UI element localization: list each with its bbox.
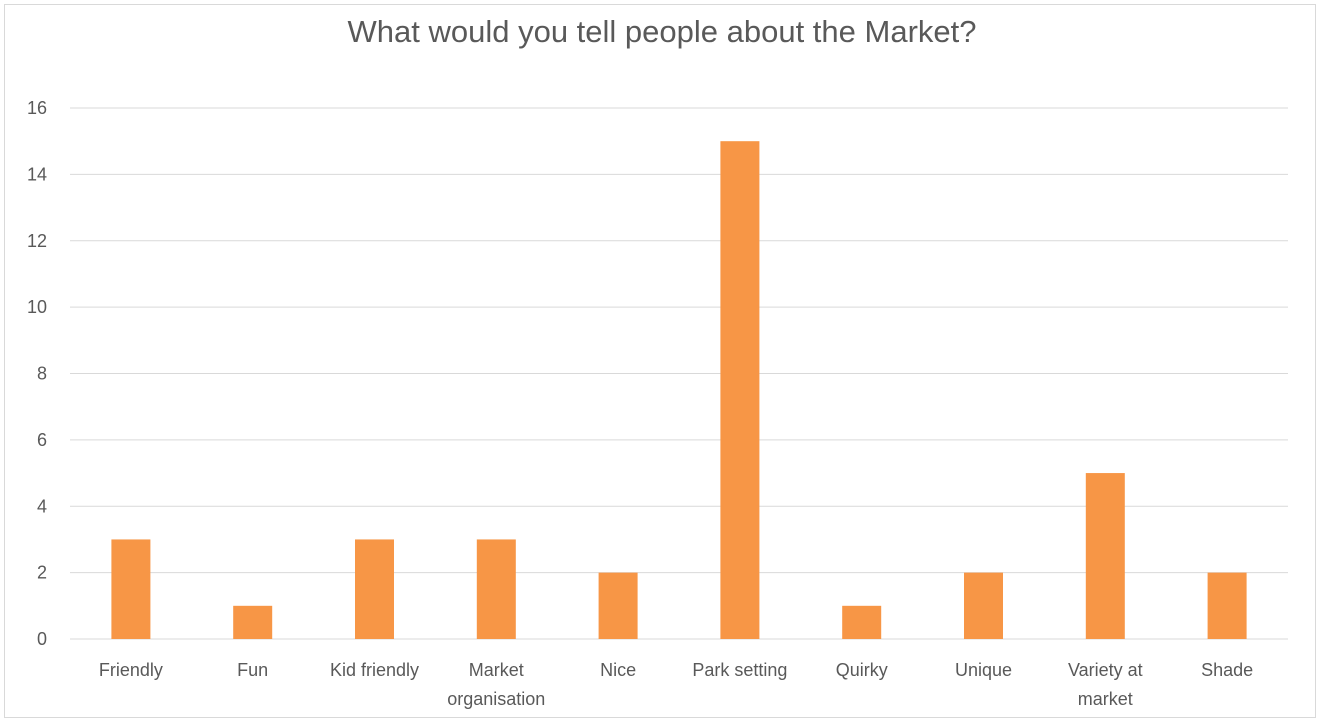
x-tick-label: Park setting: [692, 660, 787, 680]
bar-3: [476, 539, 516, 639]
x-tick-label: Kid friendly: [330, 660, 419, 680]
y-tick-label: 6: [37, 430, 47, 450]
bar-2: [355, 539, 394, 639]
x-tick-label: Fun: [237, 660, 268, 680]
y-axis-ticks: 0 2 4 6 8 10 12 14 16: [27, 98, 47, 649]
y-tick-label: 0: [37, 629, 47, 649]
bar-4: [598, 572, 638, 639]
bar-7: [964, 572, 1003, 639]
chart-title: What would you tell people about the Mar…: [347, 14, 977, 49]
x-tick-label: Variety at market: [1068, 660, 1143, 709]
y-tick-label: 16: [27, 98, 47, 118]
x-tick-label: Unique: [955, 660, 1012, 680]
bar-0: [111, 539, 151, 639]
y-tick-label: 8: [37, 364, 47, 384]
x-tick-label: Shade: [1201, 660, 1253, 680]
bar-9: [1207, 572, 1247, 639]
gridlines: [70, 107, 1288, 640]
bar-5: [720, 141, 760, 639]
bars: [111, 141, 1247, 639]
bar-6: [842, 605, 882, 639]
y-tick-label: 14: [27, 164, 47, 184]
bar-1: [233, 605, 273, 639]
y-tick-label: 4: [37, 496, 47, 516]
x-tick-label: Friendly: [99, 660, 163, 680]
bar-8: [1085, 473, 1125, 639]
y-tick-label: 12: [27, 231, 47, 251]
x-tick-label: Market organisation: [447, 660, 545, 709]
y-tick-label: 2: [37, 563, 47, 583]
y-tick-label: 10: [27, 297, 47, 317]
x-axis-ticks: Friendly Fun Kid friendly Market organisatio…: [99, 660, 1253, 709]
x-tick-label: Quirky: [836, 660, 888, 680]
x-tick-label: Nice: [600, 660, 636, 680]
